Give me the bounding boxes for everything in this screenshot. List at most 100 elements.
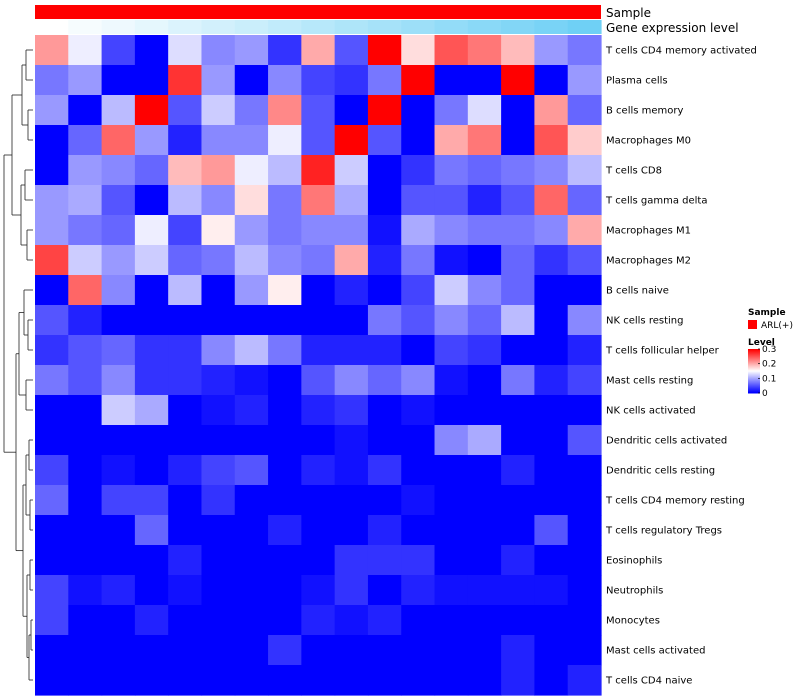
heatmap-cell (168, 575, 203, 606)
row-label: NK cells activated (606, 406, 696, 417)
heatmap-cell (68, 635, 103, 666)
legend-gradient-step (748, 360, 760, 362)
heatmap-cell (201, 335, 236, 366)
heatmap-cell (367, 665, 402, 696)
heatmap-cell (234, 545, 269, 576)
heatmap-cell (168, 275, 203, 306)
heatmap-cell (501, 545, 536, 576)
gene-expression-annotation-cell (68, 20, 103, 34)
heatmap-cell (35, 95, 69, 126)
heatmap-cell (467, 395, 502, 426)
heatmap-cell (534, 305, 569, 336)
heatmap-cell (35, 575, 69, 606)
heatmap-cell (68, 665, 103, 696)
heatmap-cell (234, 125, 269, 156)
heatmap-cell (234, 65, 269, 96)
heatmap-cell (401, 305, 436, 336)
legend-level-title: Level (748, 338, 775, 348)
heatmap-cell (434, 635, 469, 666)
heatmap-cell (201, 425, 236, 456)
heatmap-cell (101, 65, 136, 96)
heatmap-cell (234, 395, 269, 426)
heatmap-cell (234, 305, 269, 336)
heatmap-cell (234, 605, 269, 636)
heatmap-cell (134, 395, 169, 426)
heatmap-cell (501, 425, 536, 456)
sample-annotation-bar (35, 5, 601, 19)
heatmap-cell (201, 575, 236, 606)
heatmap-cell (168, 125, 203, 156)
heatmap-cell (467, 95, 502, 126)
heatmap-cell (434, 665, 469, 696)
heatmap-cell (35, 605, 69, 636)
heatmap-cell (467, 305, 502, 336)
row-label: Dendritic cells activated (606, 436, 727, 447)
heatmap-cell (534, 215, 569, 246)
heatmap-cell (201, 275, 236, 306)
heatmap-cell (434, 185, 469, 216)
row-label: Neutrophils (606, 586, 663, 597)
heatmap-cell (268, 635, 302, 666)
gene-expression-annotation-cell (234, 20, 269, 34)
heatmap-cell (467, 515, 502, 546)
heatmap-cell (367, 605, 402, 636)
heatmap-cell (134, 545, 169, 576)
heatmap-cell (301, 155, 336, 186)
heatmap-cell (301, 485, 336, 516)
heatmap-cell (467, 575, 502, 606)
legend-gradient-step (748, 366, 760, 368)
row-label: T cells gamma delta (605, 196, 707, 207)
heatmap-cell (268, 125, 302, 156)
heatmap-cell (367, 65, 402, 96)
row-label: Mast cells resting (606, 376, 693, 387)
legend-gradient-step (748, 364, 760, 366)
heatmap-cell (234, 215, 269, 246)
heatmap-cell (168, 665, 203, 696)
heatmap-cell (134, 185, 169, 216)
heatmap-cell (268, 545, 302, 576)
gene-expression-annotation-cell (367, 20, 402, 34)
heatmap-cell (467, 635, 502, 666)
heatmap-cell (567, 455, 602, 486)
heatmap-cell (35, 455, 69, 486)
heatmap-cell (301, 665, 336, 696)
heatmap-cell (201, 605, 236, 636)
heatmap-cell (234, 245, 269, 276)
heatmap-cell (168, 365, 203, 396)
heatmap-cell (334, 155, 369, 186)
heatmap-cell (168, 185, 203, 216)
heatmap-cell (434, 605, 469, 636)
row-label: Macrophages M2 (606, 256, 691, 267)
legend-gradient-step (748, 359, 760, 361)
heatmap-cell (567, 35, 602, 66)
heatmap-cell (367, 395, 402, 426)
heatmap-cell (434, 425, 469, 456)
heatmap-cell (201, 245, 236, 276)
row-label: NK cells resting (606, 316, 683, 327)
heatmap-cell (168, 305, 203, 336)
heatmap-cell (501, 365, 536, 396)
heatmap-cell (101, 365, 136, 396)
heatmap-cell (367, 95, 402, 126)
heatmap-cell (534, 155, 569, 186)
heatmap-cell (301, 395, 336, 426)
heatmap-cell (201, 455, 236, 486)
row-label: T cells follicular helper (605, 346, 720, 357)
legend-gradient-step (748, 361, 760, 363)
heatmap-cell (567, 515, 602, 546)
heatmap-cell (567, 65, 602, 96)
legend-gradient-step (748, 392, 760, 394)
heatmap-cell (434, 275, 469, 306)
row-label: Eosinophils (606, 556, 662, 567)
heatmap-cell (35, 395, 69, 426)
legend-gradient-step (748, 362, 760, 364)
heatmap-cell (567, 395, 602, 426)
heatmap-cell (334, 275, 369, 306)
heatmap-cell (101, 515, 136, 546)
heatmap-cell (334, 245, 369, 276)
heatmap-cell (68, 125, 103, 156)
heatmap-cell (434, 215, 469, 246)
legend-gradient-step (748, 391, 760, 393)
heatmap-cell (501, 665, 536, 696)
